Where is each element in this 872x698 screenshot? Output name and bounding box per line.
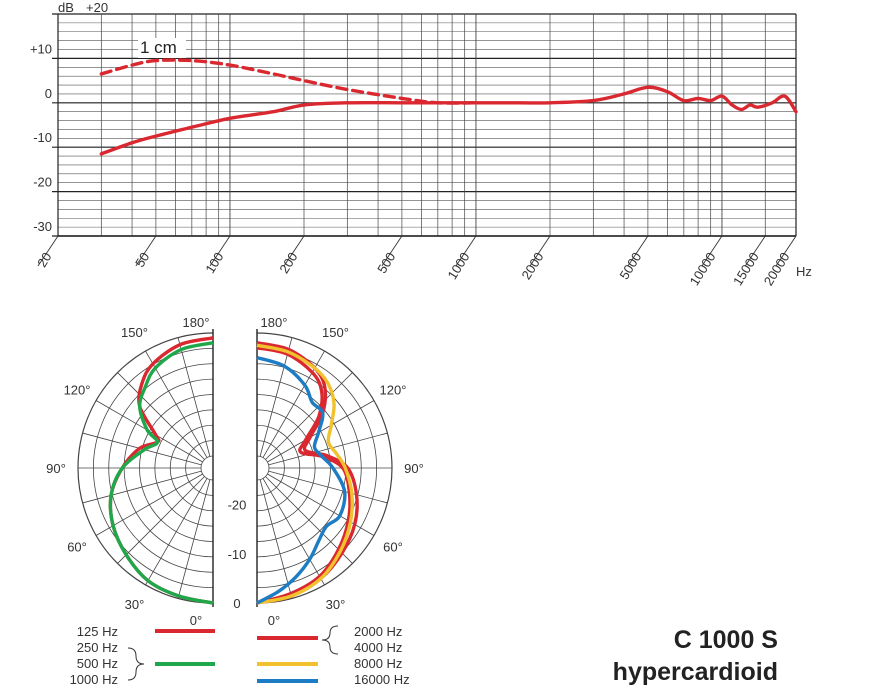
polar-spoke xyxy=(177,479,211,599)
x-tick-mark xyxy=(744,235,766,267)
x-tick-mark xyxy=(701,235,723,267)
polar-angle-label: 30° xyxy=(326,597,346,612)
polar-radial-label: -10 xyxy=(228,547,247,562)
legend-label: 125 Hz xyxy=(77,624,118,639)
polar-ring xyxy=(256,455,270,481)
polar-angle-label: 0° xyxy=(268,613,280,628)
polar-spoke xyxy=(82,470,202,504)
polar-spoke xyxy=(262,478,325,586)
frequency-response-grid xyxy=(37,13,797,267)
x-tick-label: 5000 xyxy=(616,250,644,282)
polar-pattern-right: 180° 150° 120° 90° 60° 30° 0° xyxy=(256,315,424,628)
frequency-response-curves xyxy=(99,58,798,156)
polar-spoke xyxy=(145,478,208,586)
x-tick-mark xyxy=(283,235,305,267)
y-tick-label: -10 xyxy=(33,130,52,145)
y-tick-label: -20 xyxy=(33,175,52,190)
x-tick-label: 1000 xyxy=(444,250,472,282)
y-tick-label: +20 xyxy=(86,0,108,15)
x-tick-label: 50 xyxy=(132,250,152,270)
x-tick-label: 20 xyxy=(34,250,54,270)
polar-spoke xyxy=(268,470,388,504)
annotation-label: 1 cm xyxy=(140,38,177,57)
response-curve xyxy=(99,85,798,156)
polar-spoke xyxy=(177,337,211,457)
x-tick-label: 15000 xyxy=(730,250,762,289)
polar-angle-label: 120° xyxy=(380,383,407,398)
product-pattern: hypercardioid xyxy=(613,658,778,686)
polar-spoke xyxy=(259,337,293,457)
x-tick-mark xyxy=(455,235,477,267)
legend-label: 250 Hz xyxy=(77,640,118,655)
polar-spoke xyxy=(265,372,353,460)
x-tick-mark xyxy=(209,235,231,267)
polar-angle-label: 180° xyxy=(183,315,210,330)
polar-spoke xyxy=(117,372,205,460)
y-axis-label: dB xyxy=(58,0,74,15)
polar-curve xyxy=(108,341,214,605)
x-tick-label: 100 xyxy=(202,250,226,276)
polar-angle-label: 150° xyxy=(322,325,349,340)
legend-label: 1000 Hz xyxy=(70,672,118,687)
polar-angle-label: 120° xyxy=(64,383,91,398)
annotation-background xyxy=(138,38,186,58)
polar-radial-label: -20 xyxy=(228,498,247,513)
polar-ring xyxy=(200,455,214,481)
polar-angle-label: 60° xyxy=(383,540,403,555)
x-tick-mark xyxy=(627,235,649,267)
polar-curve xyxy=(256,355,347,605)
polar-pattern-left: 180° 150° 120° 90° 60° 30° 0° -20 -10 0 xyxy=(46,315,246,628)
x-tick-label: 2000 xyxy=(518,250,546,282)
legend-label: 500 Hz xyxy=(77,656,118,671)
x-tick-mark xyxy=(775,235,797,267)
polar-angle-label: 0° xyxy=(190,613,202,628)
x-tick-label: 200 xyxy=(276,250,300,276)
product-model: C 1000 S xyxy=(674,626,778,654)
legend-label: 4000 Hz xyxy=(354,640,402,655)
polar-spoke xyxy=(259,479,293,599)
frequency-response-labels: 20 50 100 200 500 1000 2000 5000 10000 1500020000… xyxy=(30,0,812,288)
legend-label: 2000 Hz xyxy=(354,624,402,639)
polar-radial-label: 0 xyxy=(233,596,240,611)
polar-spoke xyxy=(267,400,375,463)
x-tick-mark xyxy=(529,235,551,267)
y-tick-label: 0 xyxy=(45,86,52,101)
polar-angle-label: 60° xyxy=(67,540,87,555)
polar-angle-label: 180° xyxy=(261,315,288,330)
x-tick-mark xyxy=(37,235,59,267)
legend-brace xyxy=(321,625,339,655)
polar-angle-label: 90° xyxy=(404,461,424,476)
y-tick-label: +10 xyxy=(30,41,52,56)
polar-angle-label: 150° xyxy=(121,325,148,340)
polar-spoke xyxy=(268,432,388,466)
legend-label: 16000 Hz xyxy=(354,672,410,687)
polar-angle-label: 90° xyxy=(46,461,66,476)
legend-label: 8000 Hz xyxy=(354,656,402,671)
x-tick-label: 10000 xyxy=(687,250,719,289)
polar-curve xyxy=(256,343,354,605)
polar-spoke xyxy=(117,476,205,564)
x-tick-label: 20000 xyxy=(761,250,793,289)
polar-angle-label: 30° xyxy=(125,597,145,612)
x-tick-mark xyxy=(381,235,403,267)
response-curve-1cm xyxy=(99,58,478,105)
x-axis-label: Hz xyxy=(796,264,812,279)
legend-brace xyxy=(127,647,145,681)
polar-spoke xyxy=(82,432,202,466)
x-tick-mark xyxy=(135,235,157,267)
y-tick-label: -30 xyxy=(33,219,52,234)
x-tick-label: 500 xyxy=(374,250,398,276)
